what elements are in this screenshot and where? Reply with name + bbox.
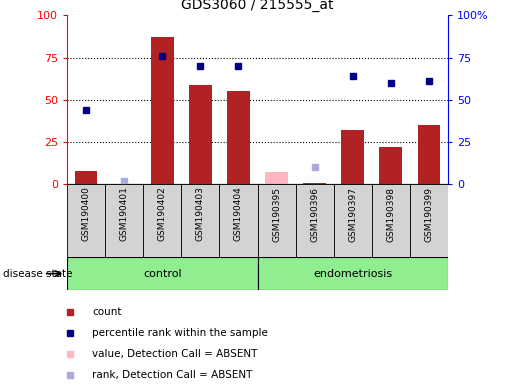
- Bar: [334, 184, 372, 257]
- Bar: [75, 171, 97, 184]
- Text: GSM190398: GSM190398: [386, 187, 396, 242]
- Bar: [258, 184, 296, 257]
- Text: GSM190397: GSM190397: [348, 187, 357, 242]
- Text: GSM190404: GSM190404: [234, 187, 243, 241]
- Bar: [303, 183, 326, 184]
- Text: GSM190403: GSM190403: [196, 187, 205, 242]
- Bar: [265, 172, 288, 184]
- Text: control: control: [143, 268, 182, 279]
- Bar: [380, 147, 402, 184]
- Text: GSM190402: GSM190402: [158, 187, 167, 241]
- Bar: [258, 257, 448, 290]
- Bar: [189, 84, 212, 184]
- Bar: [227, 91, 250, 184]
- Text: disease state: disease state: [3, 268, 72, 279]
- Bar: [410, 184, 448, 257]
- Text: GSM190401: GSM190401: [119, 187, 129, 242]
- Bar: [418, 125, 440, 184]
- Text: GSM190396: GSM190396: [310, 187, 319, 242]
- Bar: [296, 184, 334, 257]
- Bar: [181, 184, 219, 257]
- Text: rank, Detection Call = ABSENT: rank, Detection Call = ABSENT: [92, 370, 253, 380]
- Title: GDS3060 / 215555_at: GDS3060 / 215555_at: [181, 0, 334, 12]
- Bar: [67, 257, 258, 290]
- Bar: [105, 184, 143, 257]
- Bar: [219, 184, 258, 257]
- Bar: [151, 37, 174, 184]
- Text: GSM190399: GSM190399: [424, 187, 434, 242]
- Text: GSM190400: GSM190400: [81, 187, 91, 242]
- Text: GSM190395: GSM190395: [272, 187, 281, 242]
- Bar: [143, 184, 181, 257]
- Text: endometriosis: endometriosis: [313, 268, 392, 279]
- Bar: [67, 184, 105, 257]
- Text: value, Detection Call = ABSENT: value, Detection Call = ABSENT: [92, 349, 258, 359]
- Bar: [372, 184, 410, 257]
- Text: count: count: [92, 306, 122, 316]
- Text: percentile rank within the sample: percentile rank within the sample: [92, 328, 268, 338]
- Bar: [341, 130, 364, 184]
